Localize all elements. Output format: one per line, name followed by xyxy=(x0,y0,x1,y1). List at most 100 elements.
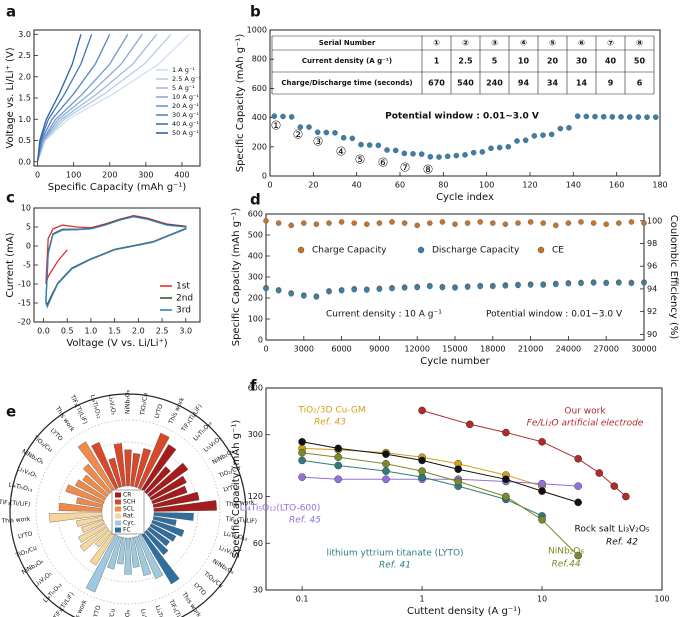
outer-ring xyxy=(9,393,247,617)
legend-label: 10 A g⁻¹ xyxy=(172,93,199,101)
y-tick-label: 100 xyxy=(248,315,263,324)
y-tick-label: 600 xyxy=(248,210,263,219)
data-point xyxy=(338,287,345,294)
stage-number: ⑦ xyxy=(400,161,411,175)
x-tick-label: 100 xyxy=(479,181,494,190)
data-point xyxy=(566,125,572,131)
y-tick-label: 1.0 xyxy=(18,115,31,124)
radial-bar xyxy=(130,453,141,487)
bar-label: This work xyxy=(167,396,186,426)
data-point xyxy=(595,469,604,477)
legend-swatch xyxy=(297,246,305,254)
data-point xyxy=(297,124,304,130)
data-point xyxy=(626,114,633,120)
series-subtitle: Ref. 45 xyxy=(289,516,321,526)
legend-label: 3rd xyxy=(176,306,191,316)
series-line xyxy=(302,452,579,556)
x-tick-label: 180 xyxy=(652,181,667,190)
data-point xyxy=(263,218,269,224)
data-point xyxy=(635,114,642,120)
data-point xyxy=(439,219,446,225)
radial-bar xyxy=(82,474,109,498)
stage-number: ⑥ xyxy=(378,156,389,170)
data-point xyxy=(288,291,294,297)
x-tick-label: 24000 xyxy=(556,345,581,354)
data-point xyxy=(414,222,420,229)
grid-ring xyxy=(57,441,199,583)
data-point xyxy=(271,113,278,119)
data-point xyxy=(280,113,286,120)
x-tick-label: 0.1 xyxy=(296,595,309,604)
y2-tick-label: 92 xyxy=(647,307,657,316)
y2-tick-label: 90 xyxy=(647,330,657,339)
data-point xyxy=(323,129,330,136)
bar-label: Li₃V₂O₅ xyxy=(33,570,54,589)
stage-number: ④ xyxy=(336,145,347,159)
table-cell: 50 xyxy=(634,57,646,66)
legend-label: CE xyxy=(552,246,564,256)
x-tick-label: 200 xyxy=(102,171,117,180)
x-tick-label: 27000 xyxy=(593,345,618,354)
series-label: TiO₂/3D Cu-GM xyxy=(297,406,365,416)
data-point xyxy=(641,220,647,226)
data-point xyxy=(522,137,529,143)
legend-swatch xyxy=(115,520,121,526)
table-cell: 14 xyxy=(576,79,588,88)
data-point xyxy=(496,144,503,151)
x-tick-label: 21000 xyxy=(518,345,543,354)
x-tick-label: 10 xyxy=(537,595,547,604)
y-tick-label: -5 xyxy=(23,261,31,270)
bar-label: LYTO xyxy=(154,403,165,419)
x-tick-label: 80 xyxy=(438,181,448,190)
data-point xyxy=(389,285,395,292)
data-point xyxy=(505,144,512,150)
legend-label: SCL xyxy=(123,506,135,513)
data-point xyxy=(464,284,471,290)
data-point xyxy=(414,284,420,291)
radial-bar xyxy=(107,536,122,570)
data-point xyxy=(490,283,496,290)
data-point xyxy=(298,473,306,481)
y-tick-label: 300 xyxy=(248,273,263,282)
x-tick-label: 6000 xyxy=(331,345,351,354)
data-point xyxy=(334,444,343,453)
x-tick-label: 100 xyxy=(66,171,81,180)
x-tick-label: 1.5 xyxy=(108,327,121,336)
data-point xyxy=(652,114,659,120)
series-label: Rock salt Li₃V₂O₅ xyxy=(574,525,649,535)
bar-label: NiNb₂O₆ xyxy=(125,609,132,617)
data-point xyxy=(382,467,390,475)
data-point xyxy=(490,220,496,226)
radial-bar xyxy=(108,457,122,488)
panel-label: f xyxy=(250,377,257,395)
bar-label: LYTO xyxy=(17,530,33,540)
series-label: NiNb₂O₆ xyxy=(548,547,584,557)
radial-bar xyxy=(153,512,194,521)
bar-label: NiNb₂O₆ xyxy=(21,558,46,576)
bar-label: TiO₂/Cu xyxy=(139,392,149,416)
data-point xyxy=(574,113,581,119)
x-tick-label: 120 xyxy=(522,181,537,190)
data-point xyxy=(590,220,597,226)
x-tick-label: 3000 xyxy=(294,345,314,354)
radial-bar xyxy=(153,500,217,512)
radial-bar xyxy=(152,491,200,508)
bar-label: NiNb₂O₆ xyxy=(125,389,132,414)
radial-bar xyxy=(58,502,103,512)
data-point xyxy=(401,285,408,291)
radial-bar xyxy=(94,529,112,548)
radial-bar xyxy=(79,526,109,552)
x-tick-label: 18000 xyxy=(480,345,505,354)
bar-label: Li₃V₂O₅ xyxy=(16,465,39,479)
radial-bar xyxy=(124,537,132,575)
y-tick-label: -20 xyxy=(18,318,31,327)
x-tick-label: 0.5 xyxy=(61,327,74,336)
data-point xyxy=(574,498,582,507)
data-point xyxy=(540,132,546,138)
data-point xyxy=(502,283,509,289)
data-point xyxy=(540,220,546,226)
table-cell: ③ xyxy=(491,39,498,48)
data-point xyxy=(364,221,370,227)
radial-bar xyxy=(65,484,105,505)
y-tick-label: 60 xyxy=(253,539,263,548)
